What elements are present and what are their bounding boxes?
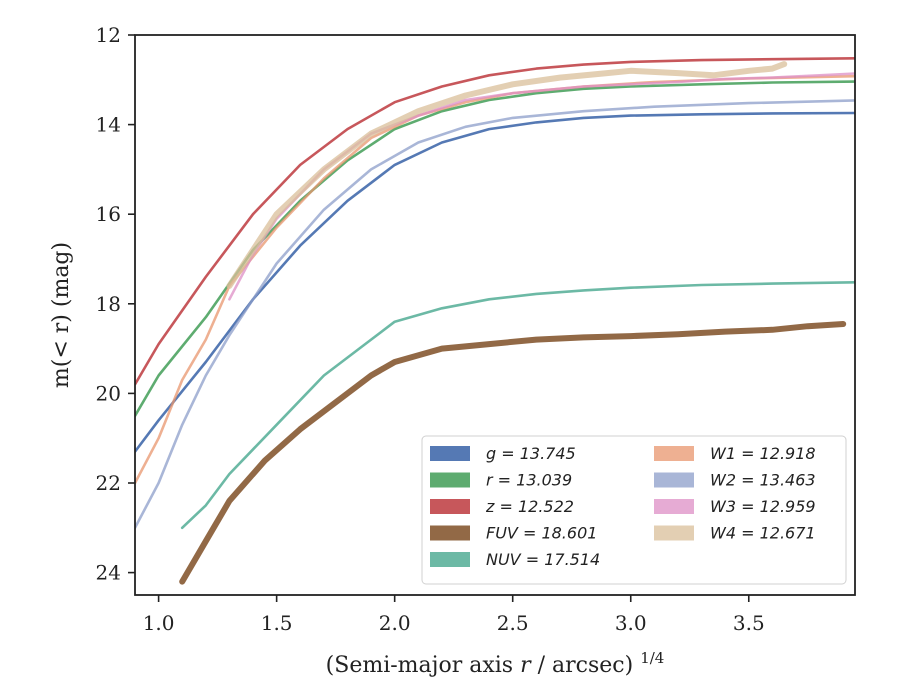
x-axis-title-exponent: 1/4 <box>640 649 664 667</box>
y-axis-title: m(< r) (mag) <box>49 242 74 388</box>
legend: g = 13.745 r = 13.039 z = 12.522 FUV = 18.6… <box>421 435 847 585</box>
legend-swatch <box>430 525 470 541</box>
legend-label: W3 = 12.959 <box>710 497 816 516</box>
x-tick-label: 1.5 <box>261 611 293 635</box>
legend-label: NUV = 17.514 <box>486 550 600 569</box>
x-tick-label: 2.5 <box>497 611 529 635</box>
plot-frame <box>134 34 856 596</box>
x-tick-label: 3.0 <box>615 611 647 635</box>
legend-label: W1 = 12.918 <box>710 444 816 463</box>
x-axis: 1.0 1.5 2.0 2.5 3.0 3.5 <box>143 595 765 635</box>
series-line-6 <box>135 74 855 485</box>
x-axis-title-variable: r <box>520 653 532 678</box>
series-line-2 <box>135 80 855 418</box>
y-tick-label: 18 <box>96 292 121 316</box>
legend-label: g = 13.745 <box>486 444 576 463</box>
series-line-4 <box>179 321 847 585</box>
series-layer <box>135 57 855 585</box>
x-axis-title: (Semi-major axis r / arcsec) 1/4 <box>326 649 665 678</box>
series-line-9 <box>226 61 788 289</box>
legend-swatch <box>430 446 470 461</box>
legend-swatch <box>654 446 694 461</box>
series-line-7 <box>135 99 855 530</box>
series-line-8 <box>228 72 855 301</box>
legend-box <box>421 435 847 585</box>
x-axis-title-suffix: / arcsec) <box>538 653 634 678</box>
y-axis: 12 14 16 18 20 22 24 <box>96 23 135 585</box>
legend-swatch <box>430 472 470 488</box>
legend-label: W2 = 13.463 <box>710 471 816 490</box>
y-tick-label: 12 <box>96 23 121 47</box>
x-tick-label: 3.5 <box>733 611 765 635</box>
x-tick-label: 2.0 <box>379 611 411 635</box>
y-tick-label: 16 <box>96 202 121 226</box>
x-tick-label: 1.0 <box>143 611 175 635</box>
y-tick-label: 24 <box>96 561 121 585</box>
y-tick-label: 20 <box>96 381 121 405</box>
legend-swatch <box>654 472 694 488</box>
legend-swatch <box>430 552 470 567</box>
legend-swatch <box>654 525 694 541</box>
legend-label: FUV = 18.601 <box>486 524 597 543</box>
x-axis-title-prefix: (Semi-major axis <box>326 653 520 678</box>
series-line-3 <box>135 57 855 386</box>
series-line-5 <box>180 281 855 530</box>
legend-label: r = 13.039 <box>486 471 572 490</box>
legend-swatch <box>430 499 470 514</box>
legend-label: z = 12.522 <box>485 497 574 516</box>
series-line-1 <box>135 111 855 453</box>
y-tick-label: 22 <box>96 471 121 495</box>
legend-label: W4 = 12.671 <box>710 524 816 543</box>
y-tick-label: 14 <box>96 113 121 137</box>
legend-swatch <box>654 499 694 514</box>
